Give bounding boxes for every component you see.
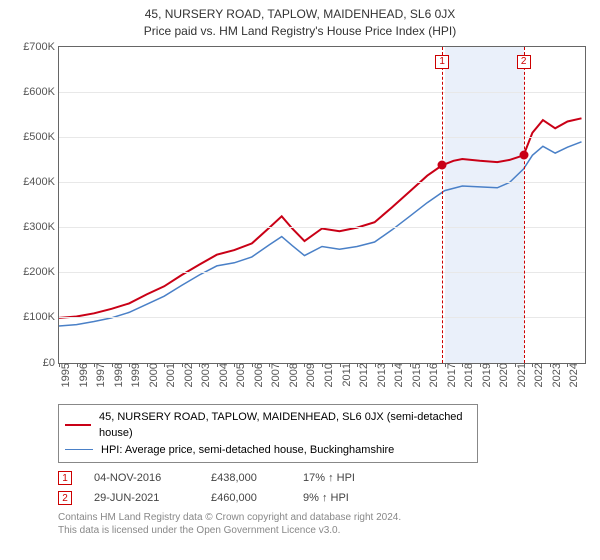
x-tick-label: 2002: [179, 363, 195, 387]
sale-row: 2 29-JUN-2021 £460,000 9% ↑ HPI: [58, 491, 590, 505]
x-tick-label: 2007: [266, 363, 282, 387]
legend-swatch-blue: [65, 449, 93, 450]
sale-vline: [442, 47, 443, 363]
legend: 45, NURSERY ROAD, TAPLOW, MAIDENHEAD, SL…: [58, 404, 478, 464]
x-tick-label: 2014: [389, 363, 405, 387]
y-tick-label: £600K: [23, 86, 59, 98]
y-tick-label: £300K: [23, 221, 59, 233]
sale-marker: 1: [435, 55, 449, 69]
chart-area: £0£100K£200K£300K£400K£500K£600K£700K199…: [10, 46, 590, 398]
x-tick-label: 1997: [91, 363, 107, 387]
x-tick-label: 2023: [547, 363, 563, 387]
sale-price: £438,000: [211, 472, 281, 484]
x-tick-label: 2019: [477, 363, 493, 387]
x-tick-label: 2016: [424, 363, 440, 387]
sale-point: [438, 160, 447, 169]
legend-label: 45, NURSERY ROAD, TAPLOW, MAIDENHEAD, SL…: [99, 409, 471, 442]
title-block: 45, NURSERY ROAD, TAPLOW, MAIDENHEAD, SL…: [10, 6, 590, 40]
footer-line: Contains HM Land Registry data © Crown c…: [58, 511, 590, 524]
x-tick-label: 2021: [512, 363, 528, 387]
sale-date: 29-JUN-2021: [94, 492, 189, 504]
x-tick-label: 2017: [442, 363, 458, 387]
x-tick-label: 2015: [407, 363, 423, 387]
sale-price: £460,000: [211, 492, 281, 504]
y-tick-label: £500K: [23, 131, 59, 143]
x-tick-label: 2010: [319, 363, 335, 387]
title-subtitle: Price paid vs. HM Land Registry's House …: [10, 23, 590, 40]
x-tick-label: 1998: [109, 363, 125, 387]
x-tick-label: 2011: [337, 363, 353, 387]
plot-region: £0£100K£200K£300K£400K£500K£600K£700K199…: [58, 46, 586, 364]
sale-marker-box: 1: [58, 471, 72, 485]
gridline: [59, 317, 585, 318]
chart-container: 45, NURSERY ROAD, TAPLOW, MAIDENHEAD, SL…: [0, 0, 600, 560]
footer-line: This data is licensed under the Open Gov…: [58, 524, 590, 537]
sale-marker-box: 2: [58, 491, 72, 505]
y-tick-label: £200K: [23, 266, 59, 278]
legend-swatch-red: [65, 424, 91, 426]
x-tick-label: 2003: [196, 363, 212, 387]
x-tick-label: 2008: [284, 363, 300, 387]
x-tick-label: 2022: [529, 363, 545, 387]
x-tick-label: 2005: [231, 363, 247, 387]
x-tick-label: 2024: [564, 363, 580, 387]
x-tick-label: 2001: [161, 363, 177, 387]
sale-marker: 2: [517, 55, 531, 69]
x-tick-label: 2006: [249, 363, 265, 387]
title-address: 45, NURSERY ROAD, TAPLOW, MAIDENHEAD, SL…: [10, 6, 590, 23]
x-tick-label: 1999: [126, 363, 142, 387]
x-tick-label: 2000: [144, 363, 160, 387]
x-tick-label: 2004: [214, 363, 230, 387]
series-price_paid: [59, 118, 582, 318]
gridline: [59, 227, 585, 228]
legend-row: HPI: Average price, semi-detached house,…: [65, 442, 471, 459]
gridline: [59, 182, 585, 183]
x-tick-label: 2013: [372, 363, 388, 387]
gridline: [59, 92, 585, 93]
sale-date: 04-NOV-2016: [94, 472, 189, 484]
x-tick-label: 1995: [56, 363, 72, 387]
sale-rows: 1 04-NOV-2016 £438,000 17% ↑ HPI 2 29-JU…: [58, 471, 590, 505]
sale-vline: [524, 47, 525, 363]
gridline: [59, 272, 585, 273]
chart-lines: [59, 47, 585, 363]
y-tick-label: £100K: [23, 311, 59, 323]
x-tick-label: 2020: [494, 363, 510, 387]
y-tick-label: £700K: [23, 41, 59, 53]
footer: Contains HM Land Registry data © Crown c…: [58, 511, 590, 537]
legend-label: HPI: Average price, semi-detached house,…: [101, 442, 394, 459]
sale-row: 1 04-NOV-2016 £438,000 17% ↑ HPI: [58, 471, 590, 485]
gridline: [59, 137, 585, 138]
x-tick-label: 1996: [74, 363, 90, 387]
sale-diff: 17% ↑ HPI: [303, 472, 355, 484]
sale-point: [519, 150, 528, 159]
x-tick-label: 2018: [459, 363, 475, 387]
sale-diff: 9% ↑ HPI: [303, 492, 349, 504]
x-tick-label: 2012: [354, 363, 370, 387]
y-tick-label: £400K: [23, 176, 59, 188]
x-tick-label: 2009: [301, 363, 317, 387]
legend-row: 45, NURSERY ROAD, TAPLOW, MAIDENHEAD, SL…: [65, 409, 471, 442]
